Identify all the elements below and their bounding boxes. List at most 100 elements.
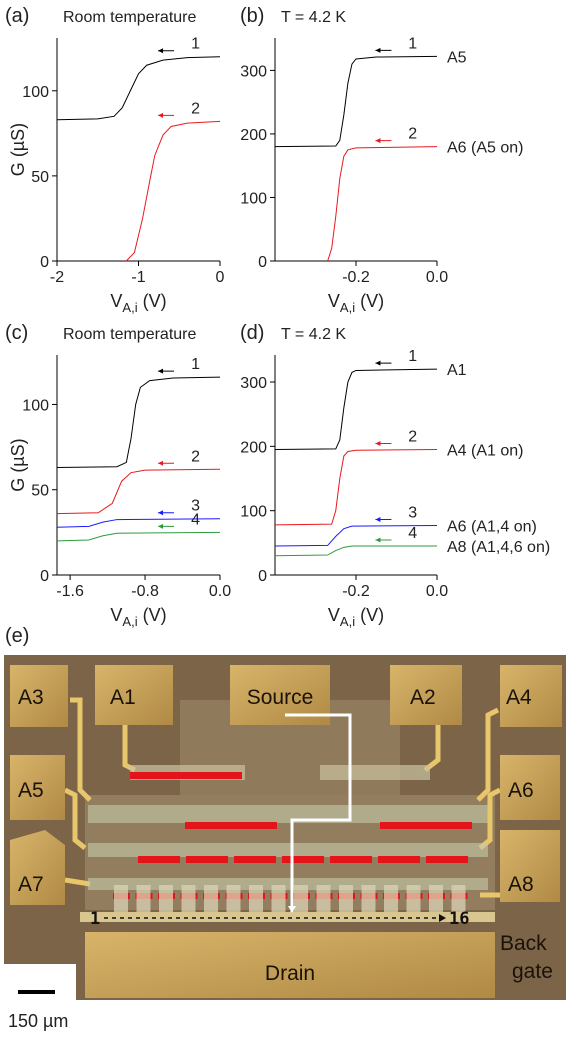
panel-label: (a) (5, 5, 29, 27)
x-tick-label: -1 (131, 269, 145, 286)
x-axis-label: VA,i (V) (110, 605, 166, 629)
gate-strip (88, 843, 488, 857)
drain-label: Drain (265, 962, 315, 985)
finger (407, 885, 421, 913)
y-tick-label: 300 (240, 63, 267, 80)
x-label-unit: (V) (143, 291, 167, 311)
x-axis-label: VA,i (V) (110, 291, 166, 315)
pad-label: A8 (508, 873, 534, 896)
sweep-arrowhead (158, 48, 163, 53)
sweep-arrowhead (375, 517, 380, 522)
sweep-arrowhead (158, 461, 163, 466)
x-label-base: V (328, 291, 340, 311)
pad-label: A5 (18, 779, 44, 802)
sweep-arrowhead (375, 538, 380, 543)
series-line (57, 532, 220, 541)
x-label-sub: A,i (340, 614, 355, 629)
x-label-sub: A,i (340, 300, 355, 315)
x-tick-label: 0 (216, 269, 225, 286)
panel-label: (c) (5, 322, 28, 344)
finger (159, 885, 173, 913)
side-label: A5 (447, 49, 467, 66)
series-name: 1 (408, 348, 417, 365)
x-axis-label: VA,i (V) (328, 291, 384, 315)
y-tick-label: 100 (22, 397, 49, 414)
panel-label: (e) (5, 625, 29, 647)
x-tick-label: -0.8 (131, 583, 159, 600)
y-axis-label: G (µS) (8, 123, 28, 176)
x-label-unit: (V) (143, 605, 167, 625)
y-tick-label: 0 (258, 568, 267, 585)
pad-label: A7 (18, 873, 44, 896)
finger (384, 885, 398, 913)
sweep-arrowhead (158, 524, 163, 529)
series-name: 2 (408, 126, 417, 143)
sweep-arrowhead (158, 510, 163, 515)
series-name: 4 (191, 511, 200, 528)
finger (137, 885, 151, 913)
x-tick-label: 0.0 (209, 583, 231, 600)
x-label-unit: (V) (360, 291, 384, 311)
finger (339, 885, 353, 913)
finger (182, 885, 196, 913)
side-label: A6 (A1,4 on) (447, 518, 537, 535)
series-line (275, 546, 437, 556)
series-name: 1 (191, 36, 200, 53)
finger (317, 885, 331, 913)
chart-title: Room temperature (63, 326, 196, 343)
gate-strip (88, 805, 488, 823)
y-tick-label: 0 (40, 254, 49, 271)
sweep-arrowhead (375, 48, 380, 53)
gate-index: 1 (90, 909, 100, 929)
chart-title: T = 4.2 K (281, 326, 346, 343)
sweep-arrowhead (375, 441, 380, 446)
backgate-label: gate (512, 960, 553, 983)
x-label-base: V (110, 291, 122, 311)
sweep-arrowhead (375, 138, 380, 143)
pad-label: A2 (410, 686, 436, 709)
x-tick-label: -0.2 (342, 583, 370, 600)
chart-panel: (c)Room temperature050100-1.6-0.80.0VA,i… (5, 322, 231, 629)
pad-label: Source (247, 686, 314, 709)
x-label-base: V (110, 605, 122, 625)
y-tick-label: 0 (258, 254, 267, 271)
finger (204, 885, 218, 913)
gate-strip (320, 765, 430, 780)
chart-title: Room temperature (63, 9, 196, 26)
pad-label: A3 (18, 686, 44, 709)
finger (429, 885, 443, 913)
y-tick-label: 50 (31, 483, 49, 500)
x-label-sub: A,i (122, 614, 137, 629)
series-line (328, 147, 437, 261)
y-tick-label: 200 (240, 127, 267, 144)
pad-label: A4 (506, 686, 532, 709)
x-axis-label: VA,i(V) (328, 605, 384, 629)
x-label-sub: A,i (122, 300, 137, 315)
series-name: 2 (408, 429, 417, 446)
series-name: 2 (191, 448, 200, 465)
side-label: A1 (447, 362, 467, 379)
x-label-base: V (328, 605, 340, 625)
side-label: A6 (A5 on) (447, 140, 523, 157)
panel-label: (b) (240, 5, 264, 27)
finger (272, 885, 286, 913)
finger (227, 885, 241, 913)
series-name: 1 (408, 35, 417, 52)
panel-label: (d) (240, 322, 264, 344)
finger (362, 885, 376, 913)
figure: (a)Room temperature050100-2-10VA,i(V)G (… (0, 0, 568, 1034)
gate-index: 16 (449, 909, 469, 929)
backgate-label: Back (500, 932, 547, 955)
y-tick-label: 100 (240, 190, 267, 207)
finger (294, 885, 308, 913)
series-name: 3 (408, 504, 417, 521)
x-tick-label: -2 (50, 269, 64, 286)
side-label: A4 (A1 on) (447, 443, 523, 460)
y-tick-label: 0 (40, 568, 49, 585)
x-tick-label: 0.0 (426, 269, 448, 286)
y-tick-label: 50 (31, 169, 49, 186)
scale-label: 150 µm (8, 1011, 68, 1031)
